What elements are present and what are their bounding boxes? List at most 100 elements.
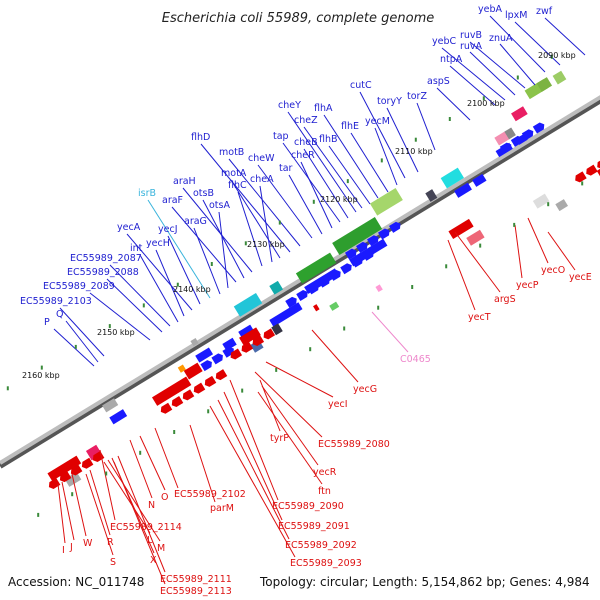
kbp-label-2090: 2090 kbp — [538, 51, 576, 60]
gc-dot-27 — [343, 326, 346, 331]
gene-label-isrB: isrB — [138, 188, 156, 199]
leader-line-64 — [99, 449, 116, 521]
gene-label-yecO: yecO — [541, 265, 565, 276]
leader-line-44 — [547, 231, 576, 271]
gene-feature-18 — [233, 292, 263, 317]
gene-feature-31 — [271, 323, 283, 336]
gene-feature-9 — [425, 189, 438, 202]
gc-dot-29 — [411, 285, 414, 289]
gene-features — [47, 70, 600, 489]
gene-label-ftn: ftn — [318, 486, 331, 497]
gene-feature-37 — [532, 193, 550, 209]
leader-line-36 — [155, 249, 185, 317]
leader-line-33 — [147, 199, 211, 299]
gene-label-yebA: yebA — [478, 4, 502, 15]
leader-line-31 — [218, 211, 229, 289]
gene-feature-1 — [536, 77, 553, 92]
leader-line-49 — [371, 311, 409, 353]
leader-line-29 — [202, 199, 245, 279]
leader-line-74 — [113, 461, 166, 585]
leader-line-42 — [65, 320, 99, 363]
upper-arrow-d-1 — [211, 353, 223, 365]
leader-line-71 — [61, 481, 75, 541]
gene-label-yebC: yebC — [432, 36, 456, 47]
lower-arrow-a-3 — [193, 382, 206, 394]
leader-line-27 — [237, 191, 263, 267]
gene-label-EC55989_2102: EC55989_2102 — [174, 489, 246, 500]
gene-feature-36 — [466, 229, 485, 246]
leader-line-32 — [193, 227, 221, 295]
gc-dot-8 — [244, 241, 247, 246]
gene-label-yecH: yecH — [146, 238, 170, 249]
gene-label-M: M — [157, 543, 165, 554]
leader-line-45 — [527, 217, 549, 264]
leader-line-41 — [59, 307, 105, 357]
gene-label-cheY: cheY — [278, 100, 301, 111]
gene-label-cheW: cheW — [248, 153, 275, 164]
leader-line-20 — [300, 161, 333, 229]
gene-feature-40 — [596, 166, 600, 178]
leader-line-72 — [57, 483, 66, 544]
leader-line-35 — [126, 233, 193, 311]
gene-feature-27 — [151, 376, 192, 406]
lower-arrow-b-1 — [59, 471, 72, 483]
leader-line-58 — [217, 399, 290, 540]
leader-line-48 — [447, 239, 476, 311]
lower-arrow-b-2 — [70, 464, 83, 476]
leader-line-16 — [303, 126, 363, 209]
gene-feature-14 — [295, 252, 337, 284]
gene-label-araF: araF — [162, 195, 183, 206]
gene-label-toryY: toryY — [377, 96, 402, 107]
gc-dot-12 — [380, 158, 383, 163]
lower-arrow-c-0 — [230, 348, 243, 360]
leader-line-56 — [229, 379, 279, 501]
leader-line-26 — [259, 185, 273, 263]
lower-arrow-b-0 — [48, 477, 61, 489]
lower-arrow-a-4 — [204, 375, 217, 387]
gc-dot-14 — [448, 117, 451, 121]
gene-label-cheA: cheA — [250, 174, 274, 185]
gene-label-zwf: zwf — [536, 6, 553, 17]
gene-label-EC55989_2114: EC55989_2114 — [110, 522, 182, 533]
gene-feature-20 — [238, 324, 255, 339]
leader-line-0 — [544, 17, 586, 56]
leader-line-46 — [514, 224, 523, 279]
gene-feature-29 — [239, 327, 261, 346]
gc-dot-20 — [105, 471, 108, 476]
leader-line-38 — [109, 264, 171, 327]
gene-feature-12 — [369, 188, 403, 216]
gene-label-flhC: flhC — [228, 180, 247, 191]
leader-line-63 — [139, 435, 166, 491]
leader-line-47 — [454, 231, 501, 293]
gene-label-I: I — [62, 545, 65, 556]
upper-arrow-b-3 — [378, 228, 390, 240]
upper-arrow-a-1 — [296, 290, 308, 302]
gene-feature-5 — [504, 127, 516, 140]
kbp-label-2100: 2100 kbp — [467, 99, 505, 108]
upper-arrow-b-2 — [367, 235, 379, 247]
gene-feature-17 — [269, 302, 303, 327]
leader-line-8 — [436, 87, 471, 121]
leader-line-17 — [287, 111, 357, 213]
upper-arrow-b-0 — [345, 248, 357, 260]
gene-label-cheZ: cheZ — [294, 115, 318, 126]
gc-dot-17 — [550, 54, 553, 59]
gene-label-EC55989_2111: EC55989_2111 — [160, 574, 232, 585]
leader-line-60 — [154, 427, 179, 489]
gene-label-motA: motA — [221, 168, 247, 179]
lower-arrow-c-1 — [241, 341, 254, 353]
leader-line-11 — [359, 91, 406, 179]
leader-line-23 — [228, 158, 301, 247]
gene-label-otsB: otsB — [193, 188, 214, 199]
lower-arrow-c-2 — [252, 335, 265, 347]
label-leaders — [53, 15, 586, 585]
leader-line-5 — [469, 51, 516, 96]
gc-dot-15 — [482, 96, 485, 101]
gene-feature-19 — [269, 280, 284, 295]
gene-label-otsA: otsA — [209, 200, 230, 211]
leader-line-25 — [230, 179, 281, 259]
leader-line-37 — [139, 254, 179, 323]
gene-label-lpxM: lpxM — [505, 10, 528, 21]
leader-line-66 — [103, 461, 151, 534]
